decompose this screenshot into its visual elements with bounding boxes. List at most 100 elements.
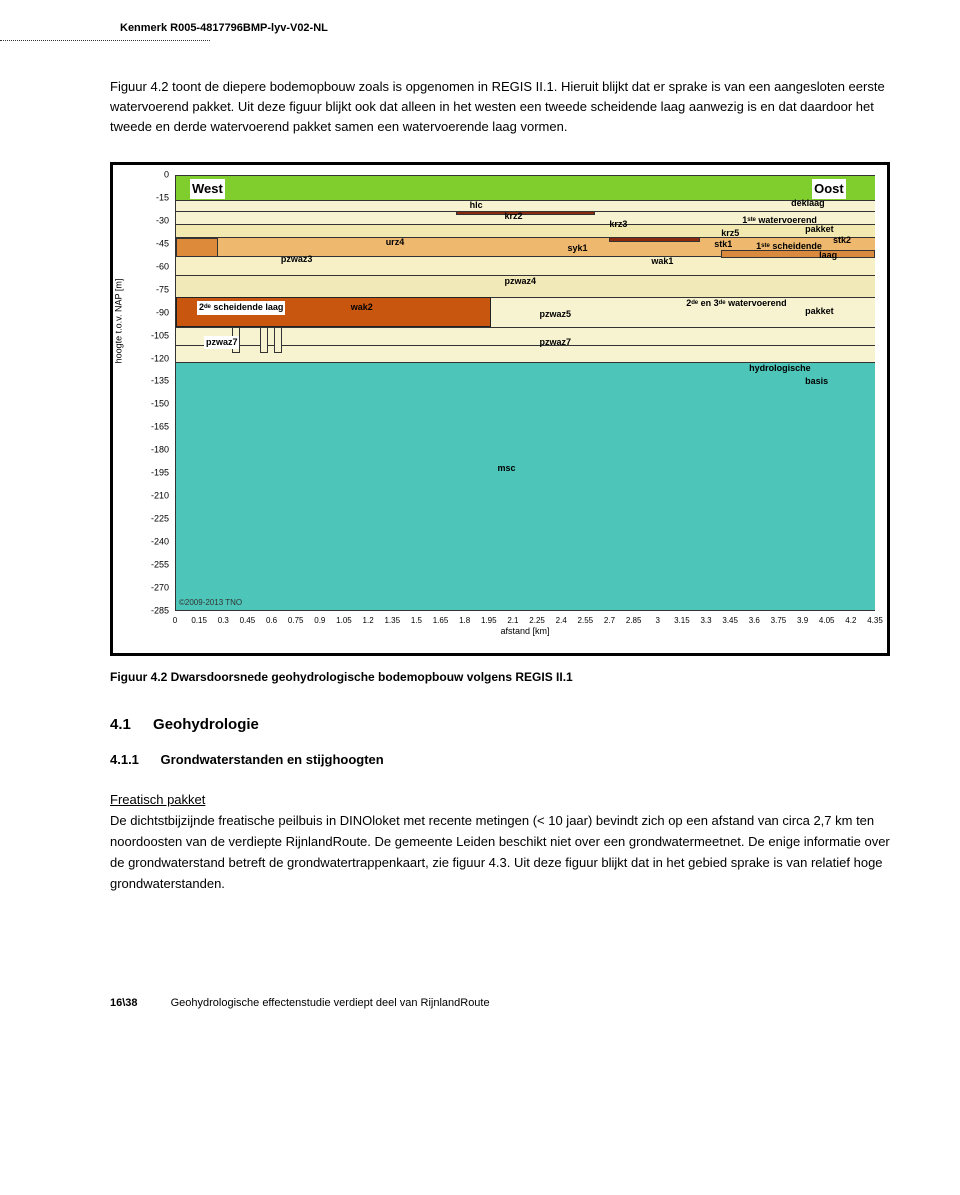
x-tick: 2.7 [604,615,615,627]
cross-section-chart: hoogte t.o.v. NAP [m] 0-15-30-45-60-75-9… [117,169,883,649]
x-tick: 0.9 [314,615,325,627]
x-tick: 0.45 [240,615,256,627]
y-tick: -60 [137,262,169,271]
y-tick: -135 [137,377,169,386]
chart-label: pzwaz5 [539,308,571,322]
chart-label: hlc [470,199,483,213]
chart-label: stk2 [833,234,851,248]
section-heading-4-1: 4.1 Geohydrologie [110,714,890,737]
chart-label: urz4 [386,236,405,250]
freatisch-heading: Freatisch pakket [110,790,890,810]
chart-label: msc [498,462,516,476]
x-tick: 2.4 [556,615,567,627]
chart-label: pakket [805,223,834,237]
x-tick: 0.3 [218,615,229,627]
chart-label: 2ᵈᵉ scheidende laag [197,301,285,315]
chart-label: wak2 [351,301,373,315]
y-tick: -255 [137,561,169,570]
x-tick: 1.5 [411,615,422,627]
geo-overlay [609,237,700,242]
x-tick: 4.35 [867,615,883,627]
y-tick: -15 [137,193,169,202]
chart-label: 2ᵈᵉ en 3ᵈᵉ watervoerend [686,297,786,311]
x-tick: 4.05 [819,615,835,627]
borehole-marker [260,327,268,353]
x-tick: 3.75 [771,615,787,627]
y-tick: -165 [137,423,169,432]
y-axis-label: hoogte t.o.v. NAP [m] [112,279,126,364]
y-tick: -285 [137,606,169,615]
x-tick: 1.2 [363,615,374,627]
y-tick: -195 [137,469,169,478]
geo-layer [176,175,875,200]
footer-page-number: 16\38 [110,995,138,1012]
y-tick: -75 [137,285,169,294]
x-tick: 3.15 [674,615,690,627]
x-tick: 3.45 [722,615,738,627]
intro-paragraph: Figuur 4.2 toont de diepere bodemopbouw … [110,77,890,137]
section-title: Geohydrologie [153,716,259,733]
x-axis: afstand [km] 0 0.15 0.3 0.45 0.6 0.75 0.9 1.05 1… [175,613,875,637]
x-tick: 0 [173,615,177,627]
y-tick: -120 [137,354,169,363]
plot-area: WestOosthlcdeklaagkrz2krz31ˢᵗᵉ watervoer… [175,175,875,611]
chart-label: 1ˢᵗᵉ scheidende [756,240,822,254]
y-tick: -105 [137,331,169,340]
y-tick: -150 [137,400,169,409]
x-tick: 3 [656,615,660,627]
x-tick: 0.6 [266,615,277,627]
dotted-divider [0,40,210,41]
chart-label: basis [805,375,828,389]
geo-overlay [176,238,218,257]
subsection-number: 4.1.1 [110,750,139,770]
x-tick: 2.55 [578,615,594,627]
page-footer: 16\38 Geohydrologische effectenstudie ve… [110,995,890,1012]
x-axis-label: afstand [km] [500,625,549,639]
chart-label: krz3 [609,218,627,232]
x-tick: 1.35 [384,615,400,627]
chart-label: pzwaz3 [281,253,313,267]
chart-label: deklaag [791,197,825,211]
chart-label: pakket [805,305,834,319]
subsection-title: Grondwaterstanden en stijghoogten [161,752,384,767]
chart-label: hydrologische [749,362,811,376]
x-tick: 1.05 [336,615,352,627]
x-tick: 1.95 [481,615,497,627]
geo-layer [176,362,875,610]
y-tick: -270 [137,583,169,592]
y-tick: -90 [137,308,169,317]
y-tick: -225 [137,515,169,524]
x-tick: 2.85 [626,615,642,627]
chart-label: pzwaz4 [505,275,537,289]
y-tick: -45 [137,239,169,248]
chart-label: pzwaz7 [539,336,571,350]
figure-caption: Figuur 4.2 Dwarsdoorsnede geohydrologisc… [110,668,890,686]
section-number: 4.1 [110,714,131,737]
y-tick: -240 [137,538,169,547]
chart-copyright: ©2009-2013 TNO [179,597,242,609]
chart-label: wak1 [651,255,673,269]
y-axis: 0-15-30-45-60-75-90-105-120-135-150-165-… [137,175,171,611]
header-kenmerk: Kenmerk R005-4817796BMP-lyv-V02-NL [120,20,890,37]
x-tick: 1.8 [459,615,470,627]
y-tick: -210 [137,492,169,501]
x-tick: 2.1 [507,615,518,627]
y-tick: -180 [137,446,169,455]
y-tick: 0 [137,170,169,179]
borehole-marker [274,327,282,353]
x-tick: 3.3 [700,615,711,627]
chart-label: stk1 [714,238,732,252]
cross-section-chart-frame: hoogte t.o.v. NAP [m] 0-15-30-45-60-75-9… [110,162,890,656]
x-tick: 2.25 [529,615,545,627]
footer-title: Geohydrologische effectenstudie verdiept… [171,997,490,1009]
x-tick: 3.9 [797,615,808,627]
chart-label: West [190,179,225,199]
x-tick: 0.75 [288,615,304,627]
body-paragraph: De dichtstbijzijnde freatische peilbuis … [110,811,890,894]
x-tick: 0.15 [191,615,207,627]
x-tick: 1.65 [433,615,449,627]
x-tick: 3.6 [749,615,760,627]
chart-label: krz2 [505,210,523,224]
x-tick: 4.2 [845,615,856,627]
chart-label: pzwaz7 [204,336,240,350]
